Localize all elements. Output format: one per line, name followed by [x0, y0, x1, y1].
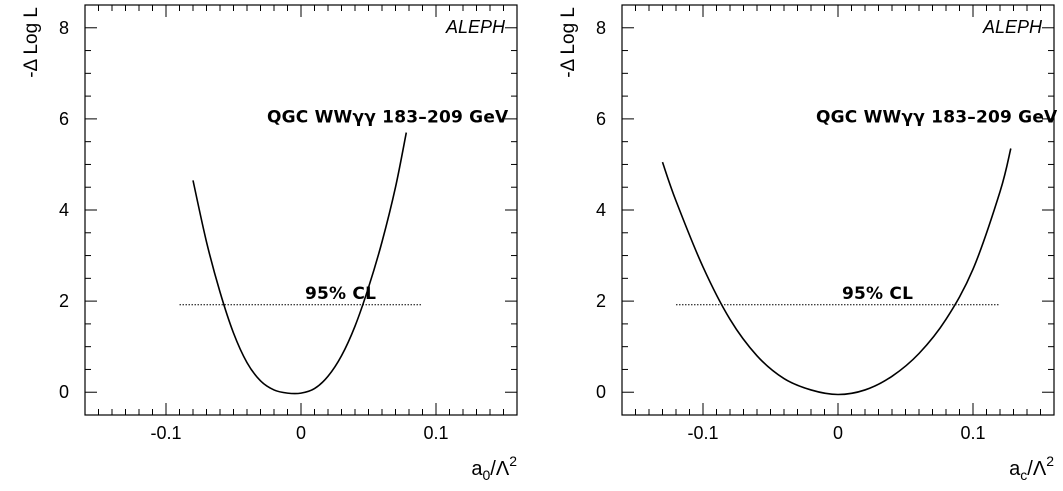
x-tick-label: 0: [296, 423, 306, 443]
y-tick-label: 8: [59, 18, 69, 38]
y-tick-label: 0: [59, 382, 69, 402]
chart-panel-1: -0.1 0 0.1 0 2 4 6 8 -Δ Log L a0/Λ2 ALEPH QGC WWγγ …: [21, 4, 518, 483]
x-tick-label: 0: [833, 423, 843, 443]
experiment-label: ALEPH: [445, 17, 506, 37]
y-tick-label: 4: [59, 200, 69, 220]
x-tick-label: -0.1: [150, 423, 181, 443]
y-tick-label: 2: [59, 291, 69, 311]
process-annotation: QGC WWγγ 183–209 GeV: [816, 107, 1058, 127]
likelihood-curve: [661, 148, 1012, 396]
x-axis-label: ac/Λ2: [1009, 453, 1054, 483]
x-tick-label: -0.1: [687, 423, 718, 443]
y-axis-label: -Δ Log L: [558, 7, 579, 78]
likelihood-curve: [192, 132, 408, 395]
y-tick-label: 8: [596, 18, 606, 38]
x-tick-label: 0.1: [960, 423, 985, 443]
y-tick-label: 0: [596, 382, 606, 402]
experiment-label: ALEPH: [982, 17, 1043, 37]
x-axis-label: a0/Λ2: [471, 453, 517, 483]
cl-label: 95% CL: [305, 284, 376, 304]
chart-panel-2: -0.1 0 0.1 0 2 4 6 8 -Δ Log L ac/Λ2 ALEPH QGC WWγγ …: [558, 4, 1058, 483]
cl-label: 95% CL: [842, 284, 913, 304]
x-tick-label: 0.1: [423, 423, 448, 443]
plot-frame: [84, 4, 518, 416]
y-tick-label: 6: [596, 109, 606, 129]
y-tick-label: 2: [596, 291, 606, 311]
y-tick-label: 4: [596, 200, 606, 220]
y-tick-label: 6: [59, 109, 69, 129]
process-annotation: QGC WWγγ 183–209 GeV: [267, 107, 509, 127]
y-axis-label: -Δ Log L: [21, 7, 42, 78]
plot-frame: [621, 4, 1055, 416]
